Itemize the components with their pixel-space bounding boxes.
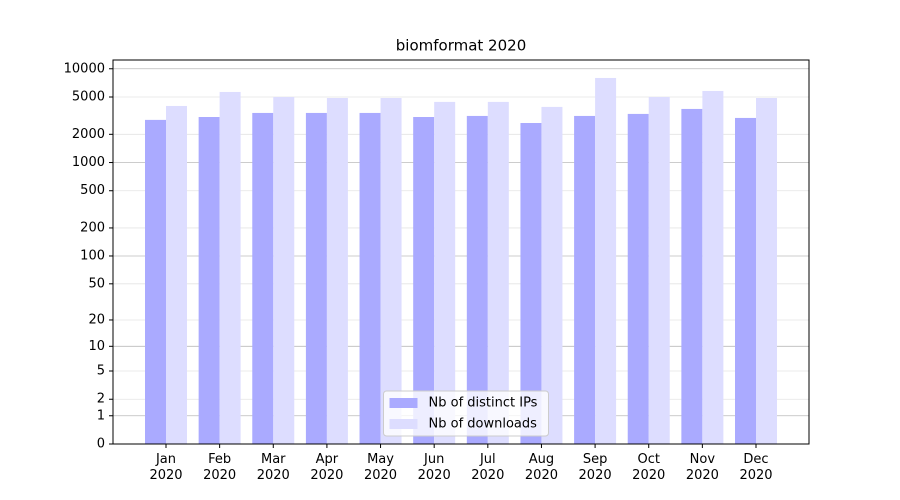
- y-tick-label: 2: [97, 392, 105, 407]
- bar: [305, 112, 327, 444]
- bar: [198, 116, 220, 445]
- bar: [166, 105, 187, 445]
- bar: [145, 119, 166, 445]
- x-tick-label: Dec 2020: [739, 452, 773, 483]
- x-tick-label: Jul 2020: [471, 452, 505, 483]
- bar: [681, 108, 703, 444]
- bar: [359, 112, 381, 444]
- bar: [466, 115, 488, 445]
- y-tick-label: 1000: [72, 155, 105, 170]
- bar: [756, 97, 777, 444]
- y-tick-label: 1: [97, 408, 105, 423]
- x-tick-label: Nov 2020: [685, 452, 719, 483]
- bar: [627, 113, 649, 444]
- legend-box: [383, 390, 549, 437]
- bar: [434, 101, 456, 444]
- y-tick-label: 10: [88, 339, 105, 354]
- bar: [380, 97, 402, 444]
- legend-label: Nb of distinct IPs: [429, 396, 538, 411]
- legend-swatch: [389, 398, 418, 408]
- bar: [273, 96, 295, 444]
- bar: [487, 101, 509, 444]
- bar: [702, 90, 724, 444]
- bar: [252, 112, 274, 444]
- x-tick-label: Mar 2020: [256, 452, 290, 483]
- bar: [648, 96, 670, 444]
- y-tick-label: 20: [88, 312, 105, 327]
- bar: [413, 116, 435, 445]
- x-tick-label: May 2020: [363, 452, 398, 483]
- y-tick-label: 5000: [72, 89, 105, 104]
- bar: [541, 106, 563, 445]
- bar: [520, 123, 542, 445]
- y-tick-label: 100: [80, 248, 105, 263]
- bar: [219, 91, 241, 445]
- plot-frame: [112, 59, 810, 445]
- x-tick-label: Jun 2020: [417, 452, 451, 483]
- y-tick-label: 500: [80, 183, 105, 198]
- legend-label: Nb of downloads: [429, 417, 538, 432]
- x-tick-label: Sep 2020: [578, 452, 612, 483]
- y-tick-label: 5: [97, 364, 105, 379]
- x-tick-label: Jan 2020: [149, 452, 183, 483]
- y-tick-label: 0: [97, 437, 105, 452]
- x-tick-label: Apr 2020: [310, 452, 344, 483]
- legend-swatch: [389, 419, 418, 429]
- x-tick-label: Aug 2020: [524, 452, 558, 483]
- y-tick-label: 200: [80, 220, 105, 235]
- y-tick-label: 50: [88, 276, 105, 291]
- y-tick-label: 10000: [64, 61, 105, 76]
- chart-title: biomformat 2020: [396, 37, 526, 55]
- bar: [326, 97, 348, 444]
- bar: [735, 117, 756, 444]
- y-tick-label: 2000: [72, 127, 105, 142]
- x-tick-label: Feb 2020: [203, 452, 237, 483]
- legend: Nb of distinct IPs Nb of downloads: [383, 390, 549, 437]
- bar: [574, 115, 596, 445]
- bar: [595, 77, 617, 445]
- x-tick-label: Oct 2020: [632, 452, 666, 483]
